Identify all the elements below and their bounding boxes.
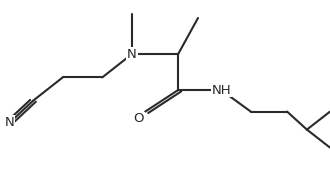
Text: NH: NH [211,84,231,96]
Text: O: O [133,112,144,125]
Text: N: N [5,116,15,129]
Text: N: N [127,48,137,60]
